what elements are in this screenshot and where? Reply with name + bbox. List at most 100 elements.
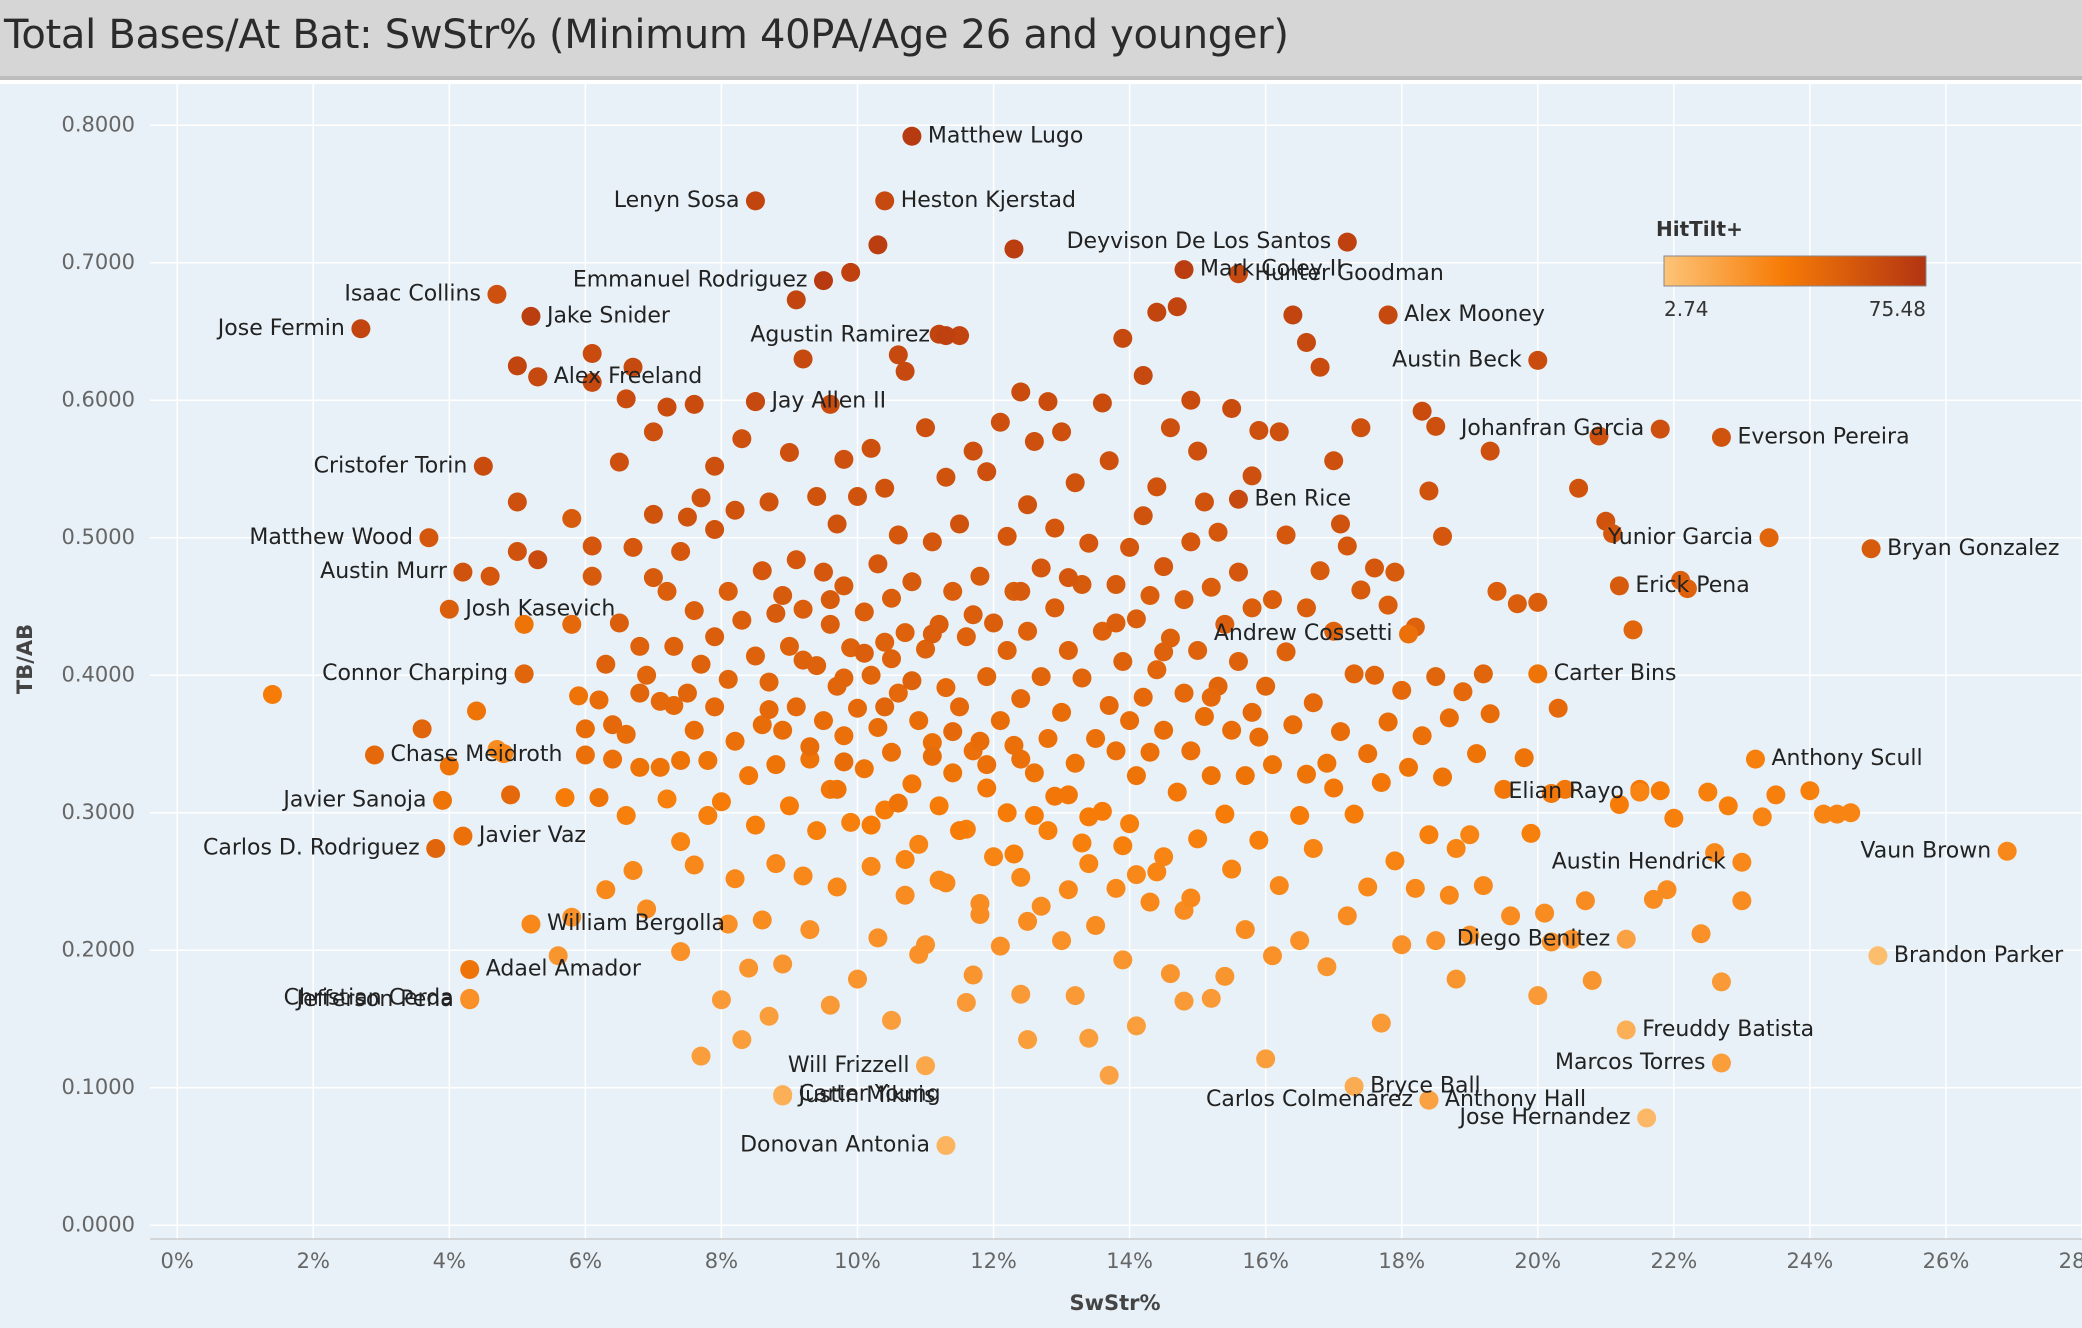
point-label: Jose Fermin xyxy=(216,316,345,341)
data-point xyxy=(950,514,970,534)
data-point xyxy=(1113,328,1133,348)
data-point xyxy=(807,487,827,506)
data-point xyxy=(861,438,881,458)
data-point xyxy=(609,452,629,472)
data-point xyxy=(1317,753,1337,773)
data-point xyxy=(1147,660,1167,680)
data-point xyxy=(732,610,752,630)
data-point xyxy=(732,429,752,449)
y-tick-label: 0.8000 xyxy=(62,112,135,136)
data-point xyxy=(813,711,833,731)
data-point xyxy=(1045,598,1065,618)
point-label: Javier Vaz xyxy=(477,823,586,848)
data-point xyxy=(977,778,997,798)
data-point xyxy=(759,492,779,512)
point-label: Marcos Torres xyxy=(1555,1050,1705,1075)
point-label: Jose Hernandez xyxy=(1458,1105,1631,1130)
color-legend: HitTilt+ 2.74 75.48 xyxy=(1656,217,1927,321)
data-point xyxy=(657,581,677,601)
data-point xyxy=(766,854,786,874)
data-point xyxy=(943,763,963,783)
data-point xyxy=(820,995,840,1015)
data-point-labeled xyxy=(487,284,507,304)
y-tick-label: 0.4000 xyxy=(62,662,135,686)
data-point xyxy=(1303,693,1323,713)
x-tick-label: 14% xyxy=(1106,1249,1153,1273)
data-point xyxy=(786,697,806,717)
data-point xyxy=(1412,401,1432,421)
y-tick-label: 0.5000 xyxy=(62,525,135,549)
data-point xyxy=(1201,687,1221,707)
data-point xyxy=(875,478,895,498)
data-point-labeled xyxy=(521,306,541,326)
data-point xyxy=(725,731,745,751)
data-point-labeled xyxy=(1711,1053,1731,1073)
data-point xyxy=(752,561,772,581)
data-point-labeled xyxy=(875,191,895,211)
legend-gradient-bar xyxy=(1663,255,1927,287)
data-point xyxy=(916,639,936,659)
data-point xyxy=(854,643,874,663)
data-point xyxy=(990,412,1010,432)
data-point-labeled xyxy=(1528,664,1548,684)
data-point xyxy=(929,870,949,890)
x-tick-label: 16% xyxy=(1242,1249,1289,1273)
data-point xyxy=(589,788,609,808)
y-tick-label: 0.2000 xyxy=(62,937,135,961)
data-point xyxy=(1031,667,1051,687)
data-point xyxy=(1813,804,1833,824)
data-point xyxy=(596,654,616,674)
data-point xyxy=(1446,839,1466,858)
point-label: Josh Kasevich xyxy=(463,596,615,621)
data-point xyxy=(705,697,725,717)
data-point xyxy=(1283,715,1303,735)
data-point xyxy=(1562,929,1582,949)
data-point xyxy=(569,686,589,706)
data-point xyxy=(1058,880,1078,900)
point-label: Agustin Ramirez xyxy=(750,323,930,348)
data-point xyxy=(1677,579,1697,599)
data-point xyxy=(834,668,854,688)
data-point xyxy=(1147,302,1167,322)
data-point xyxy=(977,462,997,482)
data-point xyxy=(1058,568,1078,588)
data-point xyxy=(1031,558,1051,578)
data-point xyxy=(1215,614,1235,634)
data-point-labeled xyxy=(460,988,480,1008)
data-point xyxy=(773,720,793,740)
data-point-labeled xyxy=(1378,305,1398,325)
data-point xyxy=(1296,764,1316,784)
x-tick-label: 26% xyxy=(1923,1249,1970,1273)
data-point xyxy=(1018,621,1038,641)
data-point xyxy=(1160,964,1180,984)
data-point xyxy=(759,700,779,720)
x-tick-label: 28% xyxy=(2059,1249,2082,1273)
x-tick-label: 2% xyxy=(297,1249,330,1273)
data-point xyxy=(1276,642,1296,662)
data-point xyxy=(1521,823,1541,843)
data-point xyxy=(562,614,582,634)
data-point xyxy=(677,683,697,703)
data-point xyxy=(562,509,582,528)
data-point xyxy=(609,613,629,633)
data-point-labeled xyxy=(1868,946,1888,966)
data-point xyxy=(820,590,840,610)
data-point xyxy=(950,821,970,841)
data-point-labeled xyxy=(419,528,439,548)
data-point xyxy=(691,654,711,674)
data-point xyxy=(827,877,847,897)
data-point xyxy=(1351,418,1371,438)
data-point-labeled xyxy=(351,319,371,339)
data-point xyxy=(977,755,997,775)
data-point xyxy=(1351,580,1371,600)
data-point-labeled xyxy=(1630,782,1650,802)
data-point xyxy=(1228,652,1248,671)
point-label: Anthony Scull xyxy=(1771,746,1922,771)
data-point xyxy=(1405,878,1425,898)
point-label: Donovan Antonia xyxy=(740,1133,930,1158)
data-point xyxy=(582,344,602,363)
data-point xyxy=(997,641,1017,660)
point-labels: Matthew Lugo Lenyn Sosa Heston Kjerstad Emm… xyxy=(203,123,2064,1157)
data-point-labeled xyxy=(364,745,384,765)
data-point xyxy=(664,696,684,715)
